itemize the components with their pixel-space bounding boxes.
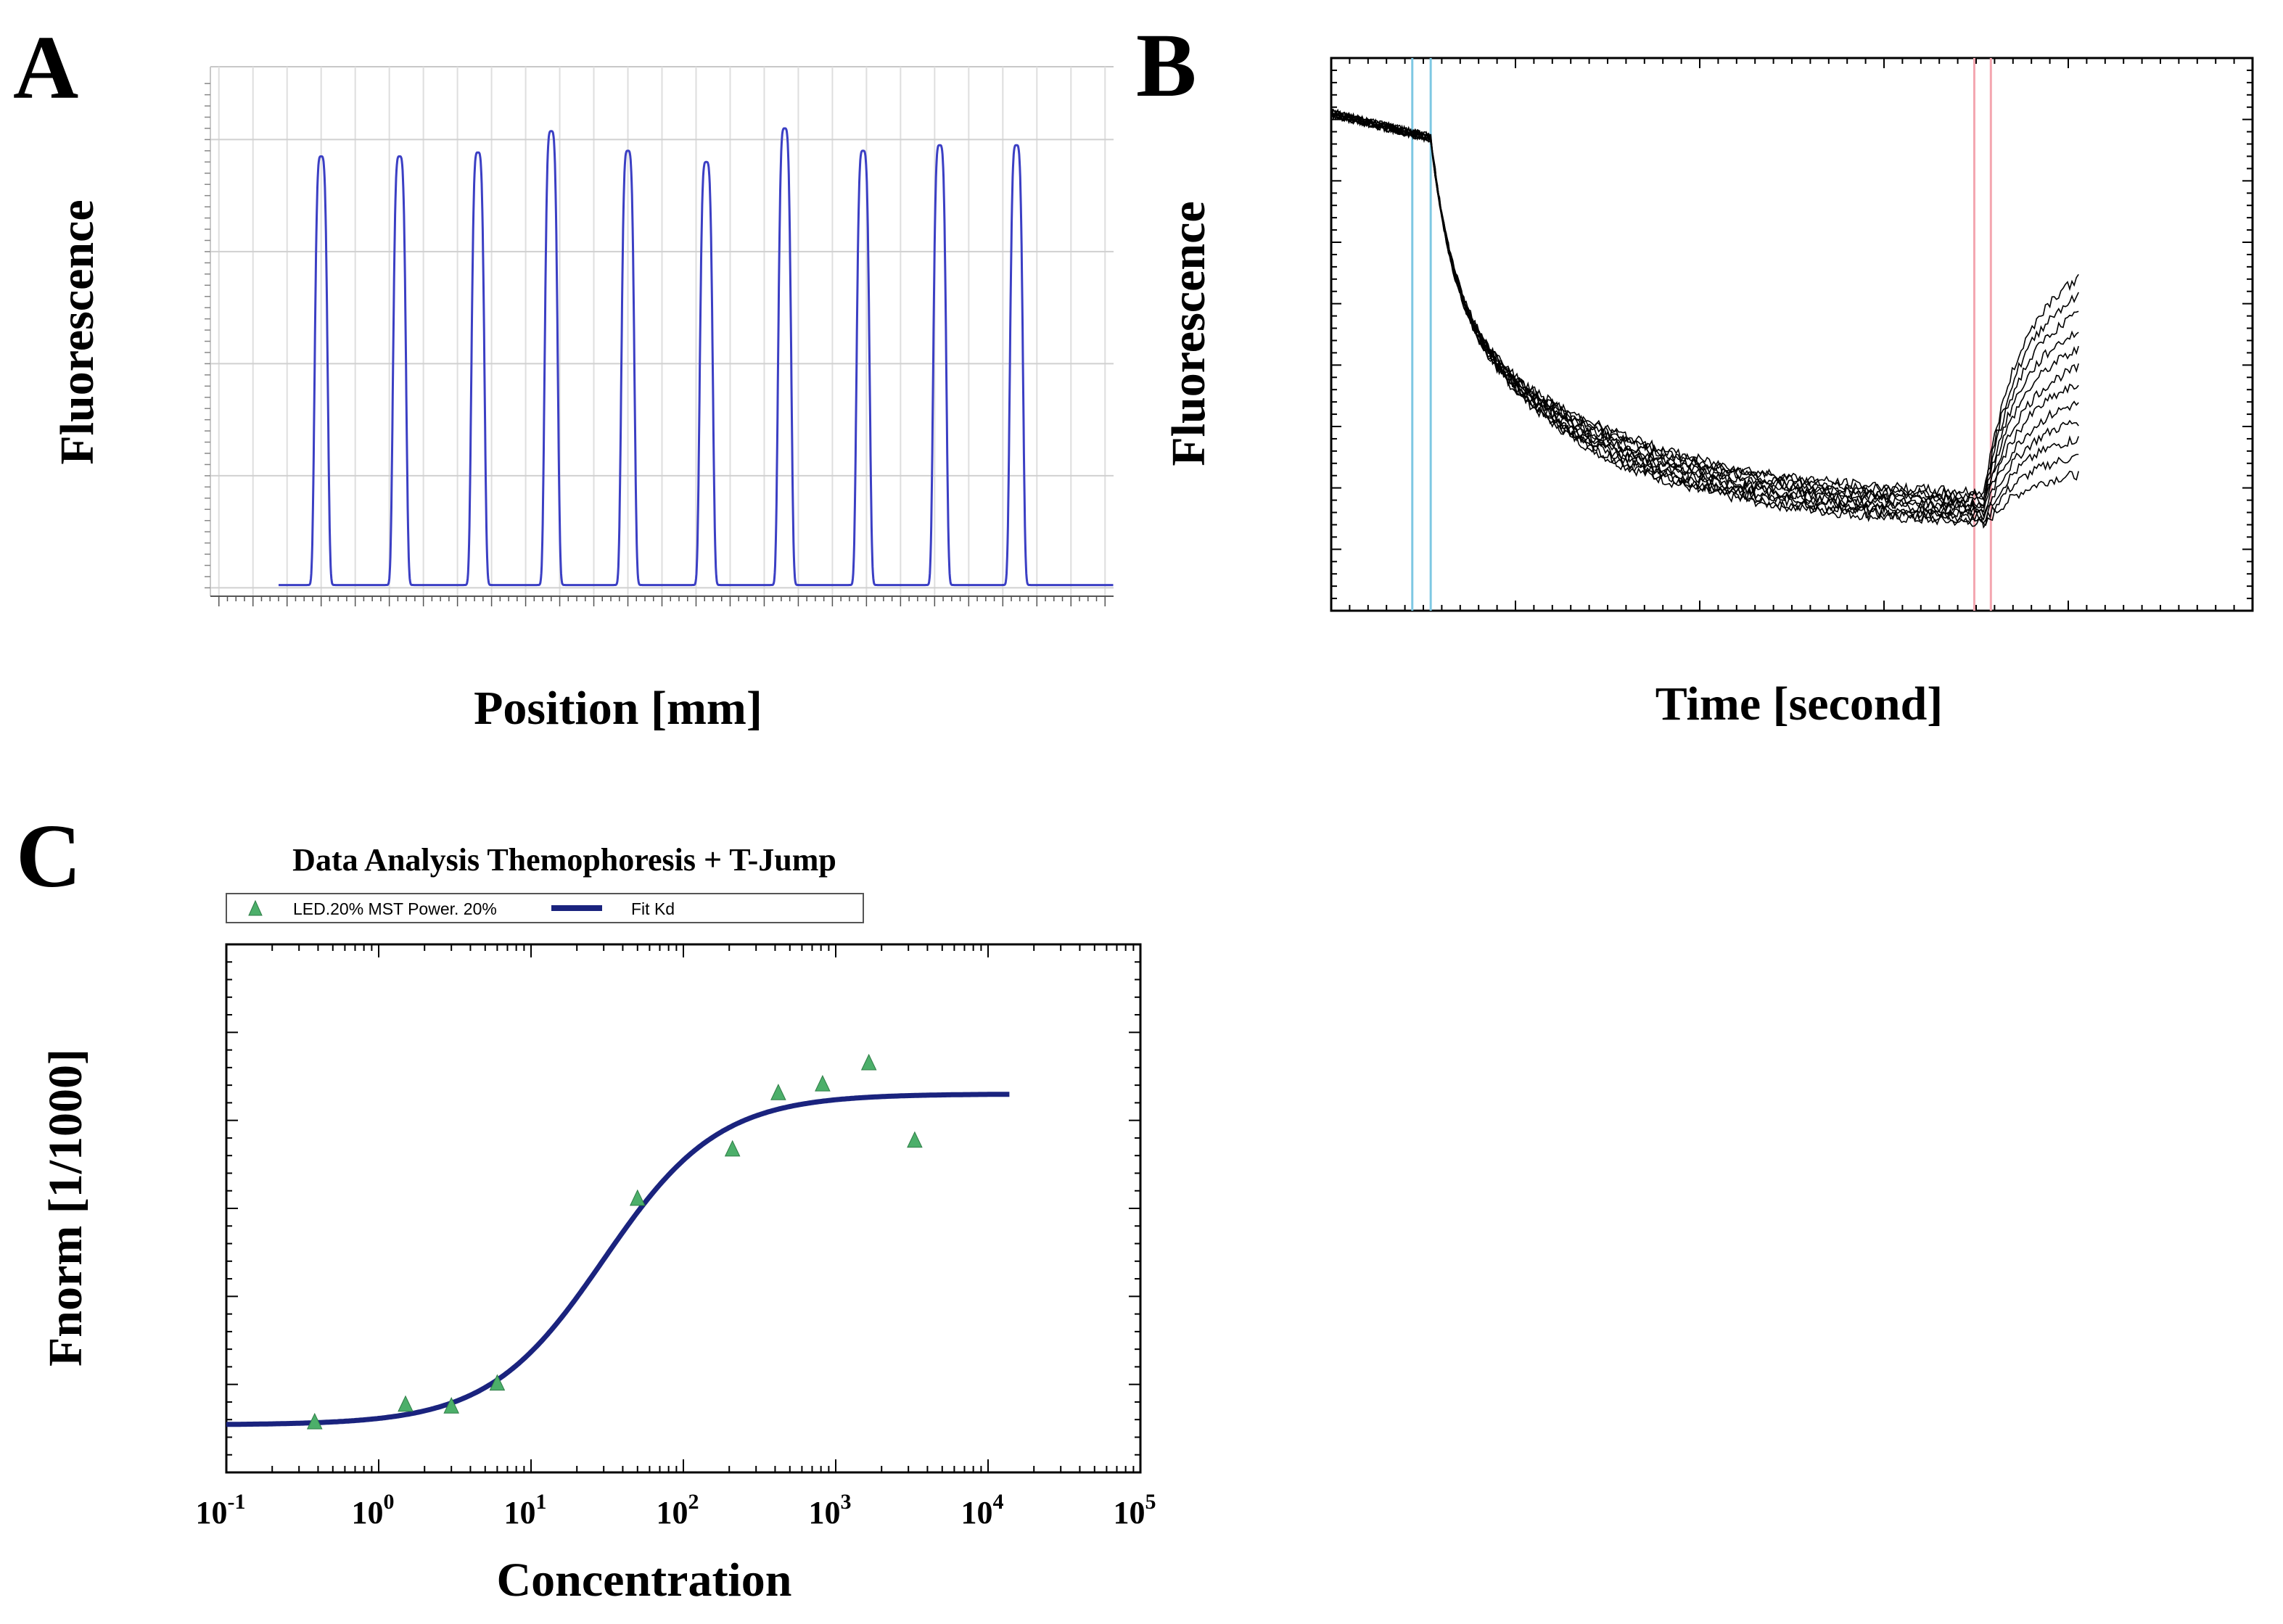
- panel-c-x-tick-label: 105: [1114, 1490, 1156, 1530]
- panel-b-x-axis-title: Time [second]: [1655, 677, 1943, 730]
- panel-c-x-tick-exponent: 3: [841, 1490, 852, 1514]
- panel-c-x-tick-exponent: 2: [688, 1490, 699, 1514]
- panel-a-letter: A: [13, 18, 78, 118]
- panel-a-plot-area: [205, 83, 1114, 606]
- panel-a-y-axis-title: Fluorescence: [51, 199, 104, 464]
- panel-c-x-tick-base: 10: [1114, 1495, 1145, 1530]
- panel-c-data-point: [398, 1395, 414, 1412]
- panel-a: A Fluorescence Position [mm]: [13, 18, 1114, 735]
- panel-c-x-tick-label: 103: [809, 1490, 852, 1530]
- panel-b: B Fluorescence Time [second]: [1136, 16, 2254, 730]
- panel-c-x-tick-base: 10: [809, 1495, 841, 1530]
- panel-c-x-tick-label: 100: [352, 1490, 395, 1530]
- panel-c-data-point: [629, 1189, 646, 1206]
- panel-c-x-tick-label: 102: [657, 1490, 699, 1530]
- panel-c-chart-title: Data Analysis Themophoresis + T-Jump: [292, 842, 836, 878]
- panel-c-x-tick-exponent: 5: [1145, 1490, 1156, 1514]
- panel-c-data-point: [724, 1139, 741, 1157]
- panel-c-plot-area: 10-1 100 101 102 103 104 105: [196, 943, 1156, 1530]
- panel-c-y-axis-title: Fnorm [1/1000]: [39, 1049, 92, 1367]
- panel-b-fluorescence-trace: [1330, 108, 2079, 518]
- panel-c-x-tick-exponent: 0: [384, 1490, 395, 1514]
- legend-triangle-marker: [248, 899, 263, 916]
- panel-c-data-point: [770, 1084, 786, 1100]
- panel-b-fluorescence-trace: [1330, 112, 2079, 507]
- panel-b-y-axis-title: Fluorescence: [1162, 201, 1215, 466]
- panel-c-letter: C: [16, 807, 81, 907]
- panel-c-data-point: [907, 1131, 923, 1148]
- panel-c-data-point: [306, 1412, 323, 1430]
- panel-c-data-point: [443, 1397, 459, 1414]
- panel-c-x-tick-exponent: 1: [536, 1490, 547, 1514]
- panel-c-x-tick-label: 101: [504, 1490, 547, 1530]
- panel-c-x-tick-label: 10-1: [196, 1490, 246, 1530]
- panel-c-data-point: [815, 1074, 831, 1092]
- panel-b-fluorescence-trace: [1330, 111, 2079, 497]
- panel-a-gridlines: [210, 66, 1114, 596]
- panel-c-fit-kd-curve: [226, 1092, 1010, 1427]
- panel-b-fluorescence-trace: [1330, 108, 2079, 509]
- legend-box: [226, 893, 864, 923]
- panel-b-fluorescence-trace: [1330, 110, 2079, 500]
- panel-b-fluorescence-trace: [1330, 108, 2079, 511]
- legend-label-data: LED.20% MST Power. 20%: [293, 899, 497, 918]
- legend-label-fit: Fit Kd: [631, 899, 675, 918]
- panel-c-x-tick-base: 10: [657, 1495, 688, 1530]
- panel-c-data-point: [489, 1374, 506, 1391]
- panel-a-scan-trace: [279, 127, 1114, 587]
- panel-c-x-tick-base: 10: [961, 1495, 993, 1530]
- panel-c-x-tick-exponent: 4: [993, 1490, 1004, 1514]
- panel-c-plot-frame: [225, 943, 1142, 1474]
- panel-b-fluorescence-trace: [1330, 110, 2079, 514]
- panel-c-legend: LED.20% MST Power. 20% Fit Kd: [226, 893, 864, 923]
- panel-a-x-axis-title: Position [mm]: [474, 682, 762, 735]
- panel-c-x-tick-exponent: -1: [228, 1490, 246, 1514]
- panel-b-plot-frame: [1330, 57, 2254, 612]
- panel-b-plot-area: [1330, 57, 2254, 612]
- panel-b-fluorescence-trace: [1330, 111, 2079, 521]
- panel-b-letter: B: [1136, 16, 1196, 116]
- panel-c-x-tick-base: 10: [352, 1495, 384, 1530]
- panel-c-x-tick-base: 10: [196, 1495, 228, 1530]
- panel-c-data-point: [860, 1053, 877, 1071]
- panel-c-x-tick-label: 104: [961, 1490, 1004, 1530]
- panel-c-x-tick-base: 10: [504, 1495, 536, 1530]
- panel-b-fluorescence-trace: [1330, 109, 2079, 503]
- panel-c: C Data Analysis Themophoresis + T-Jump L…: [16, 807, 1156, 1607]
- panel-c-x-axis-title: Concentration: [497, 1554, 792, 1607]
